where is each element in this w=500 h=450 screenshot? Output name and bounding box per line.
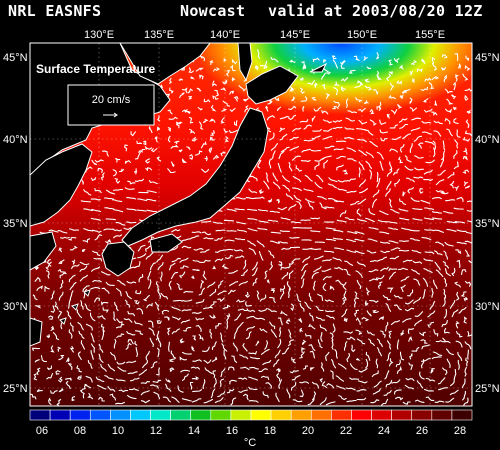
colorbar-swatch [110,409,131,421]
colorbar-unit: °C [244,437,256,449]
lon-tick-130: 130°E [84,29,114,41]
colorbar-swatch [130,409,151,421]
colorbar-swatch [351,409,372,421]
lat-tick-25-left: 25°N [3,383,28,395]
lat-tick-30-right: 30°N [475,301,500,313]
colorbar-swatch [210,409,232,421]
lon-tick-135: 135°E [144,29,174,41]
colorbar-swatch [250,409,272,421]
colorbar-tick-label: 12 [150,425,162,437]
colorbar-tick-label: 14 [188,425,200,437]
lat-tick-40-left: 40°N [3,134,28,146]
current-vectors [30,49,472,406]
colorbar-tick-label: 28 [454,425,466,437]
ryukyu-island-1 [83,289,91,297]
vector-scale-arrow [103,112,118,118]
lon-tick-145: 145°E [280,29,310,41]
lat-tick-35-left: 35°N [3,218,28,230]
colorbar-swatch [431,409,453,421]
lat-tick-30-left: 30°N [3,301,28,313]
lat-tick-45-left: 45°N [3,52,28,64]
colorbar-tick-label: 18 [264,425,276,437]
colorbar-tick-label: 22 [340,425,352,437]
colorbar-swatch [391,409,413,421]
colorbar-swatch [29,409,51,421]
taiwan-island [30,317,43,347]
lat-tick-45-right: 45°N [475,52,500,64]
colorbar-swatch [411,409,433,421]
hokkaido-island [245,65,299,105]
title-run: Nowcast [180,2,246,20]
shikoku-island [149,233,183,253]
honshu-island [121,107,269,247]
vector-scale-label: 20 cm/s [92,94,131,106]
colorbar-swatch [451,409,473,421]
colorbar-swatch [89,409,111,421]
colorbar-swatch [150,409,171,421]
colorbar-swatch [290,409,312,421]
lat-tick-40-right: 40°N [475,134,500,146]
ryukyu-island-2 [71,303,79,311]
korean-peninsula [30,143,93,227]
lon-tick-150: 150°E [347,29,377,41]
ryukyu-island-3 [59,317,67,325]
colorbar-tick-label: 20 [302,425,314,437]
vector-scale-box: 20 cm/s [67,84,155,126]
title-source: NRL EASNFS [8,2,102,20]
kyushu-island [101,241,135,277]
colorbar-swatch [270,409,292,421]
colorbar-tick-label: 10 [112,425,124,437]
lon-tick-155: 155°E [415,29,445,41]
sakhalin-island [237,43,253,82]
colorbar-swatch [170,409,192,421]
colorbar-tick-label: 24 [378,425,390,437]
colorbar-swatch [49,409,71,421]
kuril-island [309,62,328,73]
colorbar-swatch [371,409,392,421]
colorbar-tick-label: 26 [416,425,428,437]
lat-tick-35-right: 35°N [475,218,500,230]
colorbar-swatch [230,409,252,421]
lon-tick-140: 140°E [210,29,240,41]
field-label: Surface Temperature [36,62,155,76]
colorbar-tick-label: 08 [74,425,86,437]
map-frame [29,42,473,407]
colorbar-swatch [190,409,212,421]
colorbar-swatch [331,409,352,421]
colorbar-tick-label: 06 [36,425,48,437]
title-valid: valid at 2003/08/20 12Z [268,2,483,20]
colorbar: 06 08 10 12 14 16 18 20 22 24 26 28 [29,409,473,437]
graticule [30,43,472,406]
china-south-coast [30,231,57,271]
colorbar-swatch [310,409,332,421]
colorbar-swatch [69,409,91,421]
colorbar-tick-label: 16 [226,425,238,437]
lat-tick-25-right: 25°N [475,383,500,395]
primorye-coast [119,43,211,85]
